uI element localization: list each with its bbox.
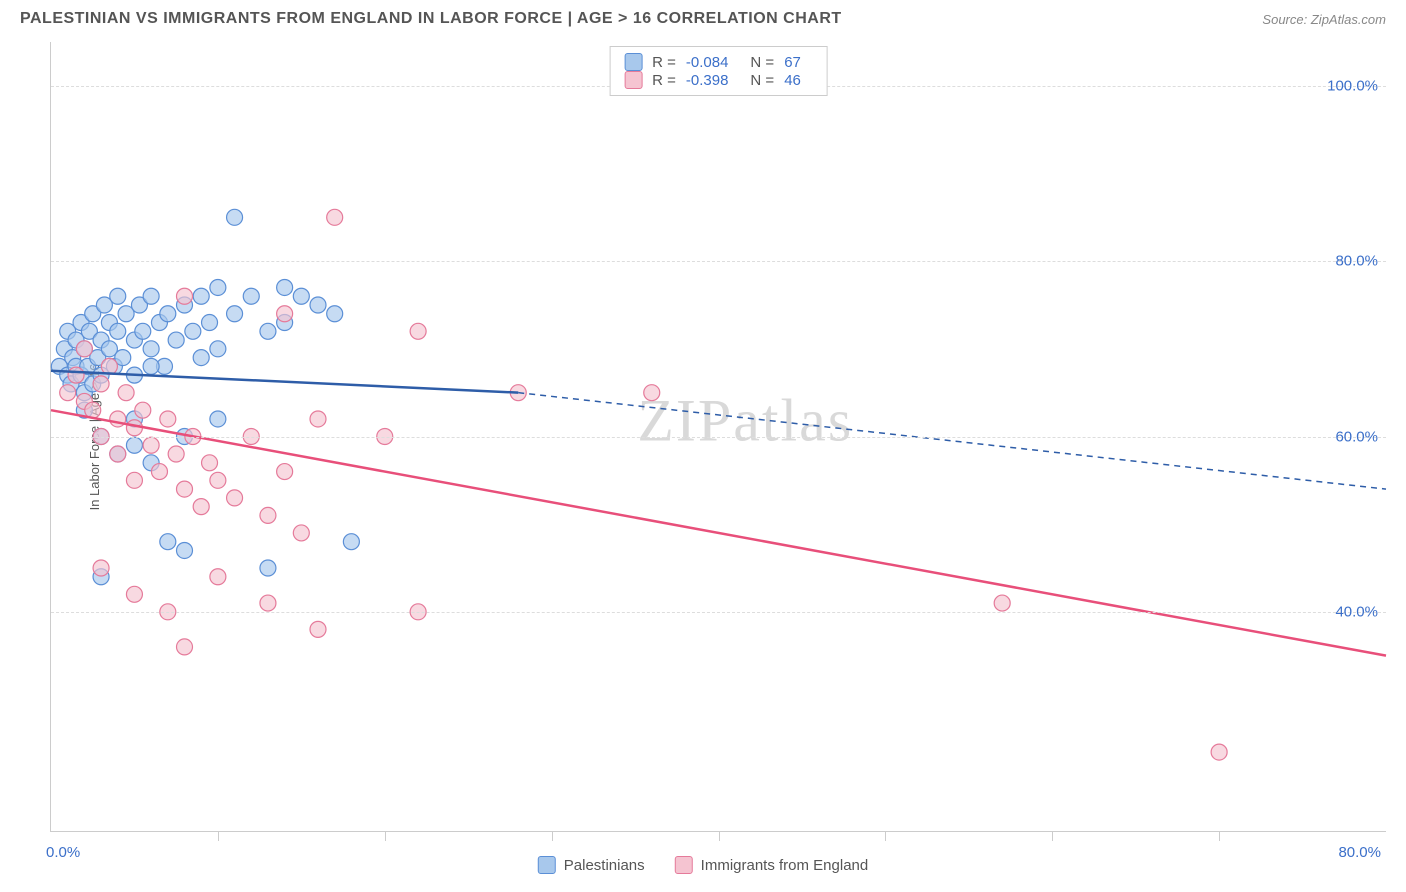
legend-label-0: Palestinians (564, 857, 645, 874)
legend-label-1: Immigrants from England (701, 857, 869, 874)
stat-r-value-1: -0.398 (686, 72, 729, 89)
chart-header: PALESTINIAN VS IMMIGRANTS FROM ENGLAND I… (0, 0, 1406, 28)
correlation-stats-box: R = -0.084 N = 67 R = -0.398 N = 46 (609, 46, 828, 96)
stat-r-value-0: -0.084 (686, 54, 729, 71)
legend-item-1: Immigrants from England (675, 856, 869, 874)
stat-n-value-0: 67 (784, 54, 801, 71)
legend-swatch-0 (538, 856, 556, 874)
stat-n-label: N = (750, 72, 774, 89)
stats-row-series-0: R = -0.084 N = 67 (624, 53, 813, 71)
legend-swatch-1 (675, 856, 693, 874)
y-tick-label: 100.0% (1327, 77, 1378, 94)
swatch-series-0 (624, 53, 642, 71)
stat-n-label: N = (750, 54, 774, 71)
stat-r-label: R = (652, 54, 676, 71)
y-tick-label: 80.0% (1335, 253, 1378, 270)
chart-plot-area: In Labor Force | Age > 16 R = -0.084 N =… (50, 42, 1386, 832)
legend-item-0: Palestinians (538, 856, 645, 874)
chart-source: Source: ZipAtlas.com (1262, 12, 1386, 27)
y-tick-label: 60.0% (1335, 428, 1378, 445)
x-axis-max-label: 80.0% (1338, 844, 1381, 861)
x-axis-min-label: 0.0% (46, 844, 80, 861)
chart-title: PALESTINIAN VS IMMIGRANTS FROM ENGLAND I… (20, 10, 842, 28)
stat-n-value-1: 46 (784, 72, 801, 89)
stats-row-series-1: R = -0.398 N = 46 (624, 71, 813, 89)
y-tick-label: 40.0% (1335, 603, 1378, 620)
bottom-legend: Palestinians Immigrants from England (538, 856, 868, 874)
swatch-series-1 (624, 71, 642, 89)
stat-r-label: R = (652, 72, 676, 89)
